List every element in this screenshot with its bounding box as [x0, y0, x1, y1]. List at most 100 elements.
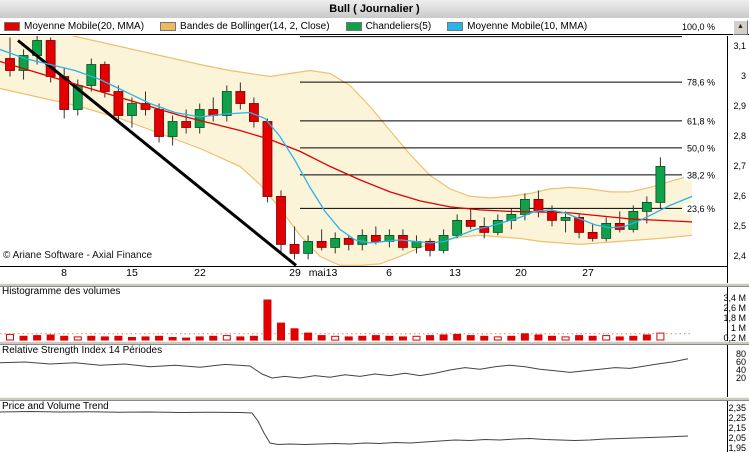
scrollbar-up-button[interactable]: ▲	[733, 20, 748, 35]
volume-bar	[588, 335, 597, 341]
x-axis-label: 20	[515, 267, 527, 279]
trendline[interactable]	[17, 39, 297, 266]
fib-level-label: 23,6 %	[687, 204, 715, 214]
candle-body	[641, 201, 652, 212]
legend-item-ma10[interactable]: Moyenne Mobile(10, MMA)	[447, 21, 587, 32]
volume-bar	[114, 335, 123, 341]
candle-body	[520, 198, 530, 215]
price-axis-baseline	[0, 266, 727, 267]
rsi-chart-canvas[interactable]	[0, 350, 727, 397]
volume-bar	[249, 335, 258, 341]
candle-body	[357, 234, 368, 245]
legend-item-bollinger[interactable]: Bandes de Bollinger(14, 2, Close)	[160, 21, 330, 32]
volume-bar	[6, 333, 14, 341]
fib-label-bg	[684, 142, 720, 154]
panel-divider[interactable]	[0, 341, 749, 345]
volume-bar	[561, 336, 570, 341]
volume-bar	[656, 332, 665, 341]
candle-body	[18, 55, 29, 71]
rsi-panel-title: Relative Strength Index 14 Périodes	[2, 345, 163, 356]
volume-bar	[534, 334, 543, 341]
panel-divider[interactable]	[0, 283, 749, 287]
volume-bar	[575, 335, 584, 341]
price-chart-canvas[interactable]: 78,6 % 61,8 % 50,0 % 38,2 % 23,6 %	[0, 36, 727, 266]
candle-body	[533, 198, 544, 212]
candle-body	[181, 121, 192, 128]
legend-item-label: Bandes de Bollinger(14, 2, Close)	[180, 20, 330, 32]
x-axis-label: mai13	[308, 267, 338, 279]
volume-bar	[33, 335, 42, 341]
volume-panel-title: Histogramme des volumes	[2, 286, 121, 297]
x-axis-label: 29	[289, 267, 301, 279]
ma10-line	[0, 48, 693, 244]
candle-body	[465, 219, 476, 227]
volume-bar	[222, 335, 231, 341]
panel-divider[interactable]	[0, 397, 749, 401]
volume-bar	[548, 335, 556, 341]
volume-bar	[426, 335, 435, 341]
candle-body	[587, 231, 598, 239]
volume-bar	[100, 336, 109, 341]
rsi-axis-label: 20	[735, 373, 746, 383]
volume-bar	[642, 334, 651, 341]
volume-chart-canvas[interactable]	[0, 296, 727, 341]
candle-body	[560, 216, 571, 221]
fib-level-label: 38,2 %	[687, 170, 715, 180]
fib-label-bg	[684, 115, 720, 127]
candle-body	[303, 240, 314, 254]
volume-bar	[236, 336, 245, 341]
candle-body	[127, 103, 137, 116]
volume-bar	[290, 328, 299, 341]
plot-right-border	[727, 36, 728, 452]
volume-bar	[46, 334, 55, 341]
price-axis-label: 2,9	[733, 101, 746, 112]
pvt-chart-canvas[interactable]	[0, 406, 727, 452]
copyright-text: © Ariane Software - Axial Finance	[3, 250, 153, 261]
volume-bar	[331, 335, 340, 341]
candle-body	[343, 237, 354, 245]
fib-100-label: 100,0 %	[681, 22, 715, 32]
pvt-panel-title: Price and Volume Trend	[2, 401, 109, 412]
candle-body	[398, 234, 408, 248]
ma10-swatch-icon	[447, 21, 464, 31]
candle-body	[276, 195, 286, 245]
candle-body	[547, 210, 557, 221]
pvt-axis-label: 2,25	[728, 413, 746, 423]
candle-body	[99, 64, 110, 92]
fib-label-bg	[684, 76, 720, 88]
volume-bar	[412, 335, 421, 341]
rsi-axis-label: 40	[735, 365, 746, 375]
fib-level-label: 50,0 %	[687, 143, 715, 153]
fib-label-bg	[684, 202, 720, 214]
volume-bar	[602, 335, 611, 341]
volume-axis-label: 3,4 M	[723, 292, 746, 303]
volume-bar	[155, 335, 164, 341]
candle-body	[194, 109, 205, 128]
legend-item-ma20[interactable]: Moyenne Mobile(20, MMA)	[4, 21, 144, 32]
candle-body	[262, 121, 273, 197]
volume-bar	[209, 335, 218, 341]
legend-item-label: Moyenne Mobile(20, MMA)	[24, 20, 145, 32]
candle-body	[574, 216, 584, 233]
volume-bar	[466, 335, 475, 341]
volume-bar	[493, 336, 502, 341]
volume-bar	[615, 336, 624, 341]
bollinger-swatch-icon	[160, 21, 177, 31]
price-axis-label: 2,7	[733, 161, 746, 172]
legend-item-candles[interactable]: Chandeliers(5)	[345, 21, 431, 32]
volume-bar	[87, 335, 96, 341]
volume-bar	[73, 336, 82, 341]
volume-bar	[127, 337, 136, 341]
pvt-axis-label: 2,35	[728, 403, 746, 413]
volume-bar	[629, 335, 638, 341]
candle-body	[330, 237, 341, 248]
candle-body	[154, 109, 164, 137]
volume-bar	[263, 299, 272, 341]
price-axis-label: 3	[740, 71, 746, 82]
candle-body	[316, 240, 327, 248]
x-axis-label: 13	[449, 267, 461, 279]
volume-bar	[182, 337, 191, 341]
bollinger-upper-line	[70, 36, 693, 199]
legend-bar: Moyenne Mobile(20, MMA) Bandes de Bollin…	[0, 18, 749, 35]
